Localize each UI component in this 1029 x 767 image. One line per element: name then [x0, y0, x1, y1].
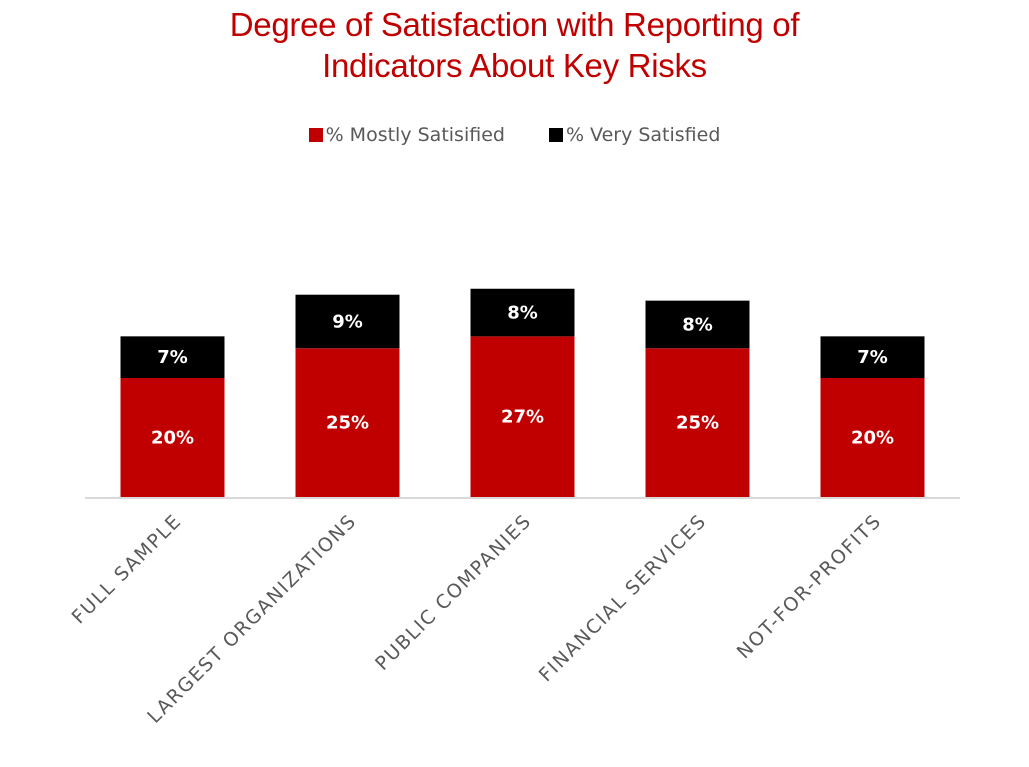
data-label-public-companies-mostly-satisfied: 27% — [501, 407, 544, 428]
chart-title: Degree of Satisfaction with Reporting of… — [0, 4, 1029, 86]
bar-full-sample-very-satisfied — [120, 336, 225, 378]
chart-title-line-1: Degree of Satisfaction with Reporting of — [229, 6, 800, 43]
data-label-largest-organizations-very-satisfied: 9% — [332, 311, 363, 332]
data-label-financial-services-mostly-satisfied: 25% — [676, 413, 719, 434]
bar-full-sample-mostly-satisfied — [120, 378, 225, 497]
data-label-largest-organizations-mostly-satisfied: 25% — [326, 413, 369, 434]
legend-swatch-mostly-satisfied — [308, 128, 323, 142]
chart-title-line-2: Indicators About Key Risks — [322, 47, 707, 84]
category-label-financial-services: FINANCIAL SERVICES — [535, 510, 711, 686]
data-label-full-sample-very-satisfied: 7% — [157, 347, 188, 368]
data-label-public-companies-very-satisfied: 8% — [507, 303, 538, 324]
bar-not-for-profits-mostly-satisfied — [820, 378, 925, 497]
legend-label-mostly-satisfied: % Mostly Satisified — [325, 124, 505, 146]
data-label-full-sample-mostly-satisfied: 20% — [151, 428, 194, 449]
bar-public-companies-mostly-satisfied — [470, 336, 575, 497]
category-label-full-sample: FULL SAMPLE — [68, 510, 186, 628]
category-label-public-companies: PUBLIC COMPANIES — [371, 510, 536, 675]
legend-item-mostly-satisfied: % Mostly Satisified — [308, 124, 505, 146]
legend-item-very-satisfied: % Very Satisfied — [548, 124, 721, 146]
data-label-not-for-profits-very-satisfied: 7% — [857, 347, 888, 368]
category-label-not-for-profits: NOT-FOR-PROFITS — [733, 510, 886, 663]
category-label-largest-organizations: LARGEST ORGANIZATIONS — [143, 510, 361, 728]
bar-not-for-profits-very-satisfied — [820, 336, 925, 378]
chart-legend: % Mostly Satisified % Very Satisfied — [0, 124, 1029, 146]
data-label-financial-services-very-satisfied: 8% — [682, 314, 713, 335]
legend-swatch-very-satisfied — [548, 128, 563, 142]
bar-public-companies-very-satisfied — [470, 288, 575, 337]
bar-largest-organizations-very-satisfied — [295, 294, 400, 349]
bar-financial-services-mostly-satisfied — [645, 348, 750, 497]
data-label-not-for-profits-mostly-satisfied: 20% — [851, 428, 894, 449]
bars-group: 20% 7% 25% 9% 27% 8% 25% 8% 20% 7% — [120, 288, 925, 497]
bar-financial-services-very-satisfied — [645, 300, 750, 349]
legend-label-very-satisfied: % Very Satisfied — [565, 124, 721, 146]
bar-largest-organizations-mostly-satisfied — [295, 348, 400, 497]
